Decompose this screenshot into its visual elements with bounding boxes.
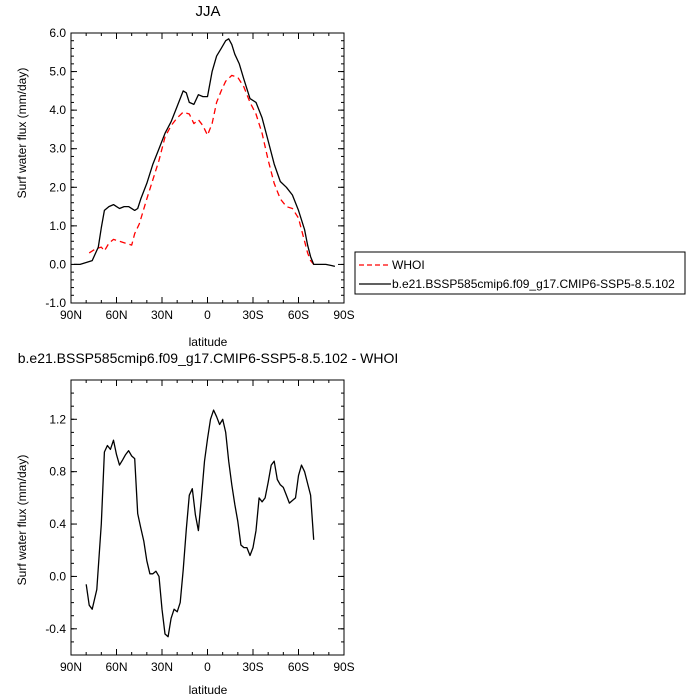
legend-box <box>354 251 686 295</box>
top-x-axis-label: latitude <box>189 335 228 349</box>
bottom-panel: b.e21.BSSP585cmip6.f09_g17.CMIP6-SSP5-8.… <box>15 350 398 697</box>
top-x-tick-label: 60S <box>288 308 309 322</box>
bottom-x-tick-label: 90N <box>60 660 82 674</box>
bottom-x-tick-label: 90S <box>333 660 354 674</box>
top-chart-title: JJA <box>195 3 220 20</box>
top-y-axis-label: Surf water flux (mm/day) <box>15 68 29 199</box>
top-x-tick-label: 30S <box>242 308 263 322</box>
top-y-tick-label: -1.0 <box>45 296 66 310</box>
bottom-axes: 90N 60N 30N 0 30S 60S 90S -0.4 0.0 0.4 0.8 1.2 <box>45 379 355 674</box>
bottom-x-tick-label: 30N <box>151 660 173 674</box>
legend: WHOI b.e21.BSSP585cmip6.f09_g17.CMIP6-SS… <box>354 251 686 295</box>
legend-label-whoi: WHOI <box>392 258 425 272</box>
top-y-tick-label: 2.0 <box>49 180 66 194</box>
top-y-tick-label: 5.0 <box>49 65 66 79</box>
top-y-tick-label: 4.0 <box>49 103 66 117</box>
bottom-y-tick-label: 0.4 <box>49 517 66 531</box>
bottom-y-tick-label: 0.0 <box>49 569 66 583</box>
bottom-difference-line <box>85 409 315 638</box>
bottom-y-tick-label: 0.8 <box>49 465 66 479</box>
bottom-plot-frame <box>70 379 345 656</box>
top-x-tick-label: 0 <box>204 308 211 322</box>
bottom-x-tick-label: 60S <box>288 660 309 674</box>
top-panel: JJA Surf water flux (mm/day) latitude 90… <box>15 3 355 349</box>
bottom-data-lines <box>85 409 315 638</box>
legend-label-model: b.e21.BSSP585cmip6.f09_g17.CMIP6-SSP5-8.… <box>392 277 675 291</box>
top-axes: 90N 60N 30N 0 30S 60S 90S -1.0 0.0 1.0 2.0 3.0 4.0 5.… <box>45 26 354 322</box>
top-y-tick-label: 6.0 <box>49 26 66 40</box>
top-model-line <box>74 38 336 268</box>
bottom-y-tick-label: 1.2 <box>49 412 66 426</box>
bottom-x-tick-label: 0 <box>204 660 211 674</box>
top-y-tick-label: 3.0 <box>49 142 66 156</box>
top-plot-frame <box>70 32 345 304</box>
top-x-tick-label: 60N <box>105 308 127 322</box>
top-whoi-line <box>88 74 318 267</box>
top-x-tick-label: 90N <box>60 308 82 322</box>
bottom-y-axis-label: Surf water flux (mm/day) <box>15 455 29 586</box>
bottom-x-axis-label: latitude <box>189 683 228 697</box>
top-data-lines <box>74 38 336 268</box>
top-y-tick-label: 0.0 <box>49 257 66 271</box>
top-y-tick-label: 1.0 <box>49 219 66 233</box>
bottom-x-tick-label: 60N <box>105 660 127 674</box>
bottom-y-tick-label: -0.4 <box>45 622 66 636</box>
top-x-tick-label: 30N <box>151 308 173 322</box>
bottom-x-tick-label: 30S <box>242 660 263 674</box>
top-x-tick-label: 90S <box>333 308 354 322</box>
bottom-chart-title: b.e21.BSSP585cmip6.f09_g17.CMIP6-SSP5-8.… <box>18 350 399 366</box>
